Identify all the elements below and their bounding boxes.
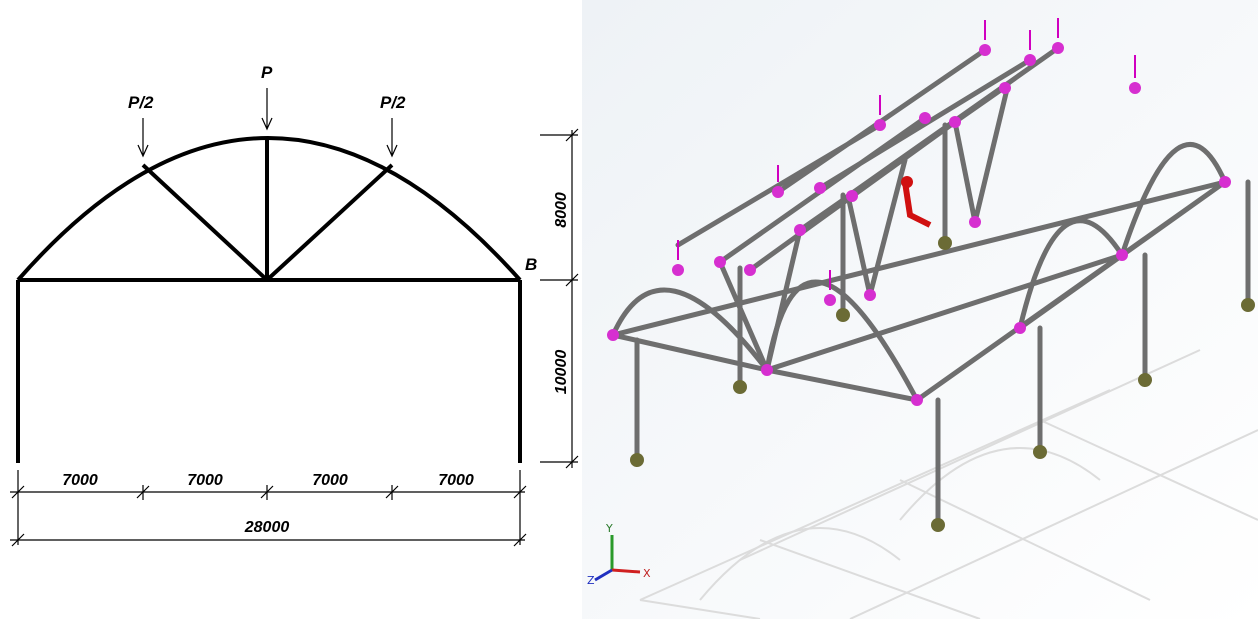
web-member bbox=[143, 165, 267, 280]
dimension-label: 7000 bbox=[187, 472, 223, 489]
model-view: Y X Z bbox=[582, 0, 1258, 619]
load-label: P bbox=[261, 63, 273, 82]
axis-label: Z bbox=[587, 574, 595, 587]
load-label: P/2 bbox=[380, 93, 406, 112]
web-member bbox=[267, 165, 392, 280]
dimension-label: 7000 bbox=[438, 472, 474, 489]
dimension-label: 28000 bbox=[244, 519, 290, 536]
load-label: P/2 bbox=[128, 93, 154, 112]
axis-label: X bbox=[643, 567, 651, 580]
dimension-label: 8000 bbox=[553, 192, 570, 228]
axis-label: Y bbox=[605, 522, 613, 535]
support-label: B bbox=[525, 255, 537, 274]
page: P/2 P P/2 B 7000 7000 7000 7000 28000 80… bbox=[0, 0, 1258, 619]
dimension-label: 7000 bbox=[312, 472, 348, 489]
dimension-label: 10000 bbox=[553, 350, 570, 395]
dimension-label: 7000 bbox=[62, 472, 98, 489]
drawing-labels: P/2 P P/2 B 7000 7000 7000 7000 28000 80… bbox=[62, 63, 570, 536]
gravity-marker bbox=[901, 176, 913, 188]
